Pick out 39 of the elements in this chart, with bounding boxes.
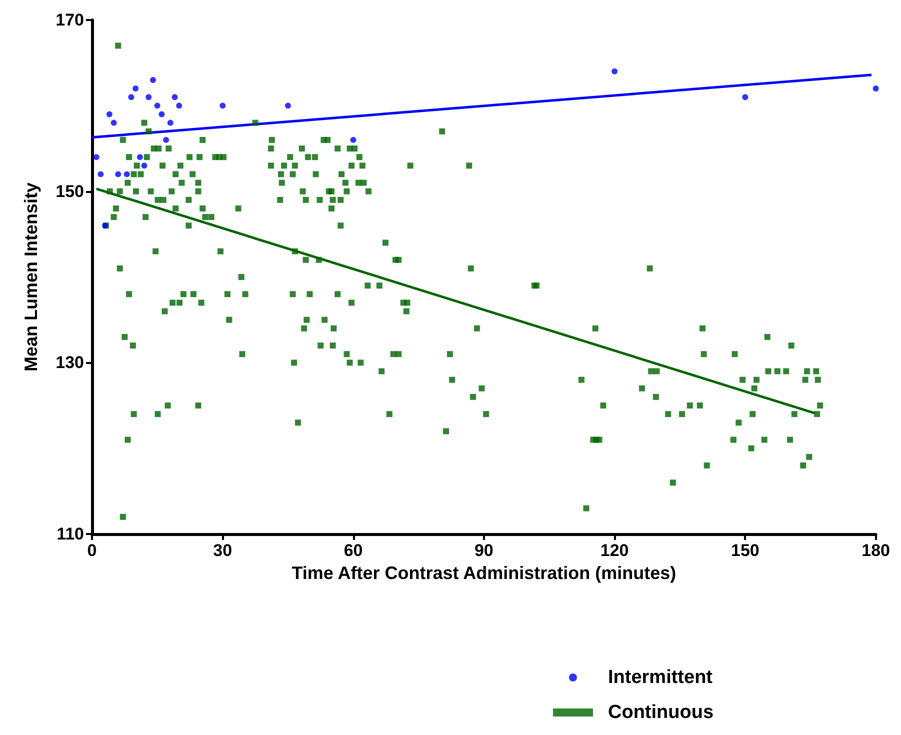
point bbox=[158, 111, 165, 118]
x-tick-label: 180 bbox=[862, 541, 890, 560]
x-tick-label: 0 bbox=[87, 541, 97, 560]
point bbox=[163, 136, 170, 143]
point bbox=[115, 171, 122, 178]
point bbox=[106, 111, 112, 118]
point bbox=[141, 162, 148, 169]
point bbox=[742, 94, 748, 100]
point bbox=[136, 154, 143, 160]
x-tick-label: 30 bbox=[213, 541, 232, 560]
point bbox=[284, 102, 291, 109]
point bbox=[220, 102, 226, 109]
point bbox=[128, 94, 134, 100]
x-tick-label: 60 bbox=[344, 541, 363, 560]
x-tick-label: 90 bbox=[474, 541, 494, 560]
point bbox=[154, 102, 160, 109]
point bbox=[176, 102, 182, 109]
y-tick-label: 110 bbox=[56, 524, 84, 544]
point bbox=[172, 94, 178, 100]
y-tick-label: 170 bbox=[56, 10, 84, 30]
x-axis-title: Time After Contrast Administration (minutes) bbox=[292, 563, 676, 583]
x-tick-label: 120 bbox=[600, 541, 629, 560]
point bbox=[93, 154, 100, 160]
x-tick-label: 150 bbox=[730, 541, 760, 560]
point bbox=[612, 68, 618, 74]
point bbox=[150, 76, 156, 83]
legend-label: Intermittent bbox=[608, 667, 714, 688]
point bbox=[872, 86, 879, 92]
legend-label: Continuous bbox=[608, 702, 714, 723]
point bbox=[167, 120, 174, 126]
y-tick-label: 150 bbox=[56, 182, 84, 201]
point bbox=[350, 136, 356, 143]
point bbox=[110, 120, 117, 126]
point bbox=[98, 171, 104, 178]
point bbox=[132, 86, 139, 92]
point bbox=[146, 94, 152, 100]
y-axis-title: Mean Lumen Intensity bbox=[21, 182, 41, 372]
point bbox=[124, 171, 130, 178]
y-tick-label: 130 bbox=[56, 353, 84, 372]
